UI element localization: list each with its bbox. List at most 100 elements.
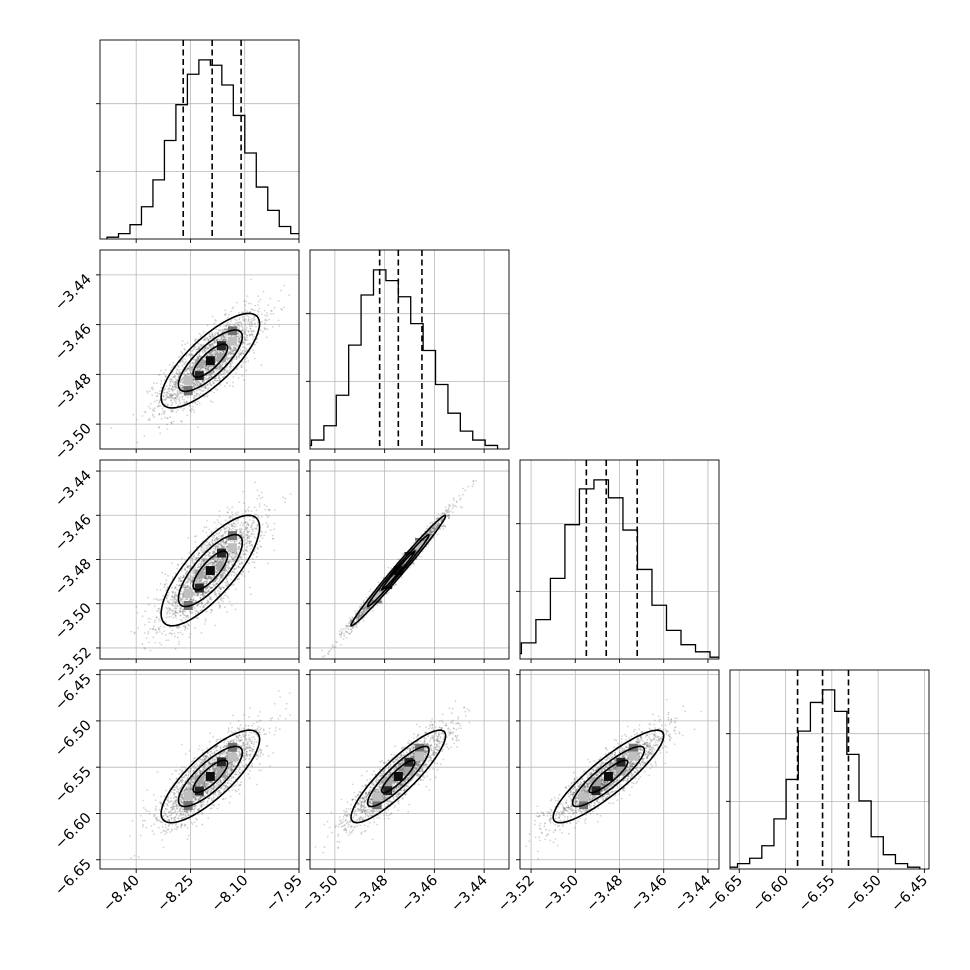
contour-1 [366, 745, 430, 808]
density-cell [393, 566, 403, 576]
xtick-label-0-1: −8.25 [155, 873, 198, 916]
density-cell [372, 591, 382, 601]
contour-0 [192, 759, 229, 794]
xtick-label-0-3: −7.95 [263, 873, 306, 916]
ytick-label-2-2: −3.48 [52, 556, 95, 599]
density-cell [205, 566, 215, 576]
scatter-cloud [525, 698, 703, 860]
density-cell [404, 766, 414, 776]
density-cell [194, 583, 204, 593]
panel-frame [309, 249, 510, 450]
ytick-label-1-0: −3.50 [52, 421, 95, 464]
contour-2 [160, 514, 261, 627]
panel-frame [99, 39, 300, 240]
ytick-label-3-0: −6.65 [52, 856, 95, 899]
hist-panel-0 [96, 39, 300, 243]
density-cell [591, 777, 601, 787]
density-cell [579, 792, 589, 802]
panel-frame [519, 459, 720, 660]
ytick-label-1-1: −3.48 [52, 371, 95, 414]
density-cell [383, 786, 393, 796]
scatter-cloud [110, 278, 291, 444]
contour-0 [381, 759, 416, 794]
ytick-label-2-1: −3.50 [52, 600, 95, 643]
density-cell [205, 771, 215, 781]
xtick-label-3-4: −6.45 [888, 873, 931, 916]
xtick-label-2-3: −3.46 [628, 873, 671, 916]
density-cell [415, 540, 425, 550]
density-cell [628, 751, 638, 761]
xtick-label-1-3: −3.44 [448, 873, 491, 916]
density-cell [415, 751, 425, 761]
density-cell [393, 771, 403, 781]
scatter-panel-2-0: −3.52−3.50−3.48−3.46−3.44 [52, 459, 300, 687]
contour-0 [588, 759, 629, 794]
contour-2 [350, 729, 447, 824]
panel-frame [99, 669, 300, 870]
panel-frame [729, 669, 930, 870]
density-cell [216, 757, 226, 767]
panel-frame [309, 669, 510, 870]
density-cell [616, 757, 626, 767]
density-cell [194, 371, 204, 381]
ytick-label-3-2: −6.55 [52, 764, 95, 807]
xtick-label-2-2: −3.48 [584, 873, 627, 916]
contour-1 [177, 329, 244, 393]
hist-panel-1 [306, 249, 510, 453]
panel-frame [99, 459, 300, 660]
density-cell [228, 752, 237, 762]
xtick-label-1-2: −3.46 [398, 873, 441, 916]
scatter-cloud [321, 479, 478, 658]
contour-1 [177, 533, 244, 608]
histogram-3 [730, 689, 921, 869]
density-cell [194, 786, 204, 796]
scatter-panel-3-1: −3.50 −3.48 −3.46 −3.44 [299, 669, 510, 916]
contour-0 [192, 550, 229, 591]
ytick-label-1-3: −3.44 [52, 271, 95, 314]
density-cell [183, 375, 193, 385]
density-cell [616, 766, 626, 776]
scatter-panel-3-2: −3.52 −3.50 −3.48 −3.46 −3.44 [495, 669, 720, 916]
panel-frame [309, 459, 510, 660]
hist-panel-3: −6.65 −6.60 −6.55 −6.50 −6.45 [703, 669, 931, 916]
ytick-label-3-1: −6.60 [52, 810, 95, 853]
density-cell [216, 768, 226, 778]
ytick-label-1-2: −3.46 [52, 321, 95, 364]
density-cell [216, 353, 226, 363]
density-cell [194, 359, 204, 369]
panel-frame [519, 669, 720, 870]
density-cell [404, 757, 414, 767]
density-cell [216, 341, 226, 351]
density-cell [216, 562, 226, 572]
hist-panel-2 [516, 459, 720, 663]
xtick-label-2-0: −3.52 [495, 873, 538, 916]
ytick-label-2-3: −3.46 [52, 512, 95, 555]
density-cell [183, 588, 193, 598]
scatter-cloud [127, 481, 292, 659]
density-cell [183, 791, 193, 801]
density-cell [194, 569, 204, 579]
contour-2 [160, 729, 261, 824]
density-cell [216, 548, 226, 558]
xtick-label-0-2: −8.10 [209, 873, 252, 916]
xtick-label-1-1: −3.48 [349, 873, 392, 916]
density-cell [205, 356, 215, 366]
contour-2 [350, 514, 447, 627]
ytick-label-3-3: −6.50 [52, 717, 95, 760]
contour-1 [177, 745, 244, 808]
xtick-label-0-0: −8.40 [100, 873, 143, 916]
xtick-label-3-3: −6.50 [842, 873, 885, 916]
scatter-cloud [314, 700, 471, 854]
scatter-cloud [129, 690, 291, 859]
scatter-panel-2-1 [306, 459, 510, 663]
xtick-label-3-2: −6.55 [796, 873, 839, 916]
density-cell [372, 792, 382, 802]
contour-2 [160, 312, 261, 409]
contour-1 [571, 745, 646, 808]
ytick-label-2-4: −3.44 [52, 468, 95, 511]
scatter-panel-3-0: −6.65−6.60−6.55−6.50−6.45−8.40 −8.25 −8.10… [52, 669, 306, 916]
xtick-label-3-1: −6.60 [750, 873, 793, 916]
histogram-2 [520, 479, 719, 658]
density-cell [228, 336, 237, 346]
